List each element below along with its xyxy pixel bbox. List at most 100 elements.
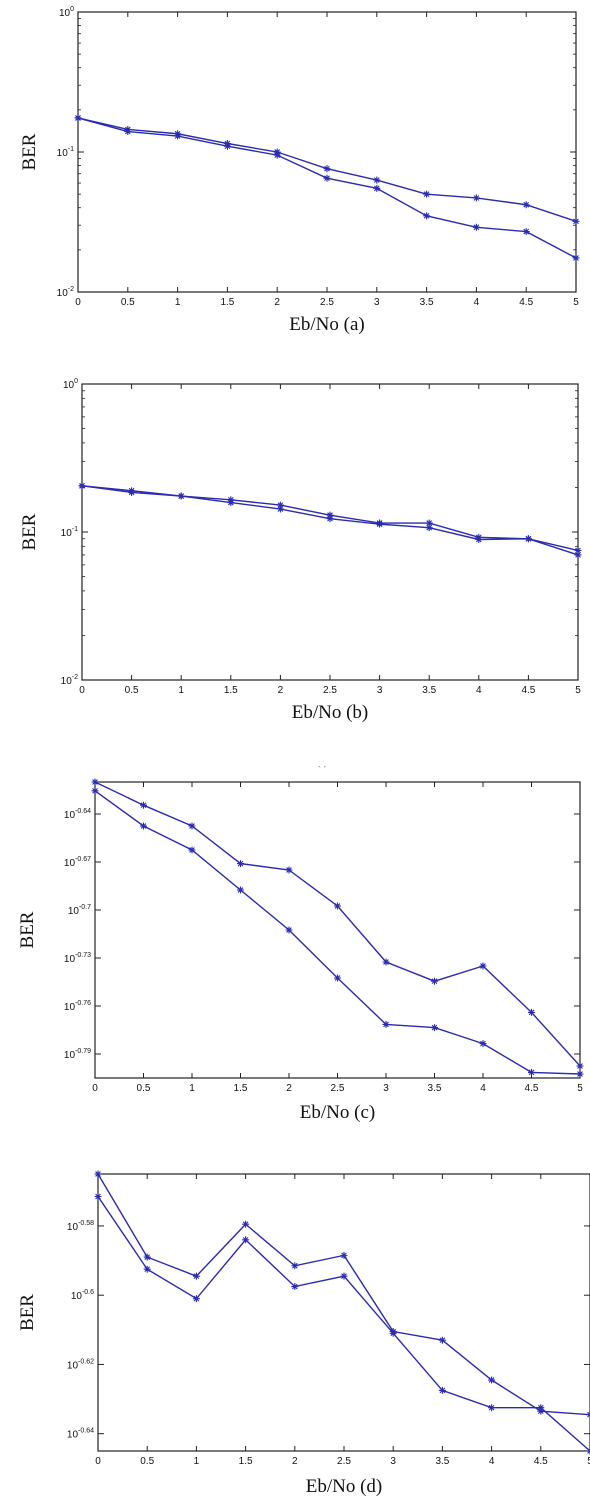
x-tick-label: 4.5 <box>519 297 533 308</box>
series-2-marker <box>188 846 196 854</box>
series-1-marker <box>140 801 147 809</box>
x-tick-label: 2 <box>278 685 284 696</box>
x-tick-label: 1.5 <box>220 297 234 308</box>
x-tick-label: 4 <box>480 1083 486 1094</box>
y-tick-label: 10-0.64 <box>67 1428 94 1441</box>
series-2-marker <box>376 520 384 528</box>
x-tick-label: 5 <box>573 297 579 308</box>
x-tick-label: 0 <box>75 297 81 308</box>
x-tick-label: 1.5 <box>239 1456 253 1467</box>
series-2-marker <box>576 1070 584 1078</box>
x-tick-label: 0.5 <box>140 1456 154 1467</box>
series-1-marker <box>425 519 433 527</box>
x-tick-label: 3.5 <box>420 297 434 308</box>
plot-frame <box>81 383 579 681</box>
y-tick-label: 10-1 <box>61 526 78 539</box>
x-tick-label: 4 <box>474 297 480 308</box>
series-1-marker <box>94 1170 102 1178</box>
series-2-marker <box>223 142 231 150</box>
x-tick-label: 0.5 <box>137 1083 151 1094</box>
x-axis-label: Eb/No (d) <box>306 1476 383 1497</box>
series-1-marker <box>382 958 390 966</box>
y-tick-label: 10-2 <box>57 286 74 299</box>
series-2-marker <box>524 535 532 543</box>
series-1-marker <box>291 1262 299 1270</box>
y-tick-label: 10-0.79 <box>64 1048 91 1061</box>
x-tick-label: 1 <box>194 1456 200 1467</box>
series-1-marker <box>431 977 438 985</box>
series-1-marker <box>276 501 284 509</box>
series-2-marker <box>291 1283 299 1291</box>
chart-panel-3: 0 0.5 1 1.5 2 2.5 3 3.5 4 4.5 5 10-0.58 10-0.6 10-0.6… <box>17 1170 590 1497</box>
x-tick-label: 1.5 <box>224 685 238 696</box>
series-2-marker <box>340 1272 348 1280</box>
x-tick-label: 4 <box>489 1456 495 1467</box>
series-2-marker <box>128 488 136 496</box>
series-2-marker <box>574 551 582 559</box>
x-tick-label: 1.5 <box>234 1083 248 1094</box>
series-2-marker <box>242 1236 250 1244</box>
series-2-marker <box>78 482 86 490</box>
series-1-marker <box>192 1272 200 1280</box>
series-2-marker <box>237 886 244 894</box>
series-2-marker <box>276 505 284 513</box>
series-2-marker <box>389 1329 397 1337</box>
series-1-marker <box>143 1253 151 1261</box>
series-1-marker <box>488 1376 496 1384</box>
series-2-marker <box>334 974 341 982</box>
series-2-marker <box>74 114 82 122</box>
series-2-marker <box>174 132 182 140</box>
y-axis-label: BER <box>19 133 40 170</box>
series-2-marker <box>537 1404 545 1412</box>
x-tick-label: 4 <box>476 685 482 696</box>
series-line-2 <box>77 117 577 259</box>
x-tick-label: 5 <box>577 1083 583 1094</box>
series-1-marker <box>188 822 196 830</box>
series-1-marker <box>522 201 530 209</box>
y-tick-label: 10-0.62 <box>67 1358 94 1371</box>
chart-panel-2: 0 0.5 1 1.5 2 2.5 3 3.5 4 4.5 5 10-0.64 10-0.67 10-0.… <box>17 778 584 1123</box>
x-axis-label: Eb/No (c) <box>300 1102 375 1123</box>
chart-panel-0: 0 0.5 1 1.5 2 2.5 3 3.5 4 4.5 5 100 10-1 10-2 Eb/No (a… <box>19 6 580 335</box>
series-2-marker <box>326 515 334 523</box>
series-2-marker <box>285 926 293 934</box>
series-1-marker <box>326 511 334 519</box>
chart-panel-1: 0 0.5 1 1.5 2 2.5 3 3.5 4 4.5 5 100 10-1 10-2 Eb/No (b… <box>19 378 582 723</box>
y-tick-label: 10-0.76 <box>64 1000 91 1013</box>
y-axis-label: BER <box>17 911 38 948</box>
series-1-marker <box>576 1062 584 1070</box>
x-tick-label: 3 <box>383 1083 389 1094</box>
y-tick-label: 10-0.6 <box>71 1289 94 1302</box>
x-tick-label: 1 <box>175 297 181 308</box>
x-tick-label: 2.5 <box>331 1083 345 1094</box>
series-2-marker <box>431 1024 438 1032</box>
series-line-1 <box>97 1173 590 1416</box>
x-tick-label: 3.5 <box>435 1456 449 1467</box>
plot-frame <box>77 11 577 293</box>
x-tick-label: 4.5 <box>525 1083 539 1094</box>
x-tick-label: 0 <box>92 1083 98 1094</box>
series-2-marker <box>472 223 480 231</box>
series-2-marker <box>177 492 185 500</box>
series-2-marker <box>273 151 281 159</box>
y-tick-label: 10-0.64 <box>64 808 91 821</box>
series-2-marker <box>438 1386 446 1394</box>
y-tick-label: 10-2 <box>61 674 78 687</box>
series-line-2 <box>94 790 581 1075</box>
x-tick-label: 2 <box>274 297 280 308</box>
x-axis-label: Eb/No (a) <box>289 314 364 335</box>
x-tick-label: 2.5 <box>337 1456 351 1467</box>
series-2-marker <box>140 822 147 830</box>
y-tick-label: 10-0.67 <box>64 856 91 869</box>
plot-frame <box>94 781 581 1079</box>
y-tick-label: 10-0.58 <box>67 1220 94 1233</box>
series-1-marker <box>91 778 99 786</box>
x-tick-label: 2 <box>292 1456 298 1467</box>
series-2-marker <box>479 1040 487 1048</box>
x-tick-label: 1 <box>178 685 184 696</box>
series-2-marker <box>528 1068 535 1076</box>
x-tick-label: 0.5 <box>125 685 139 696</box>
series-1-marker <box>438 1336 446 1344</box>
y-tick-label: 100 <box>59 6 74 19</box>
